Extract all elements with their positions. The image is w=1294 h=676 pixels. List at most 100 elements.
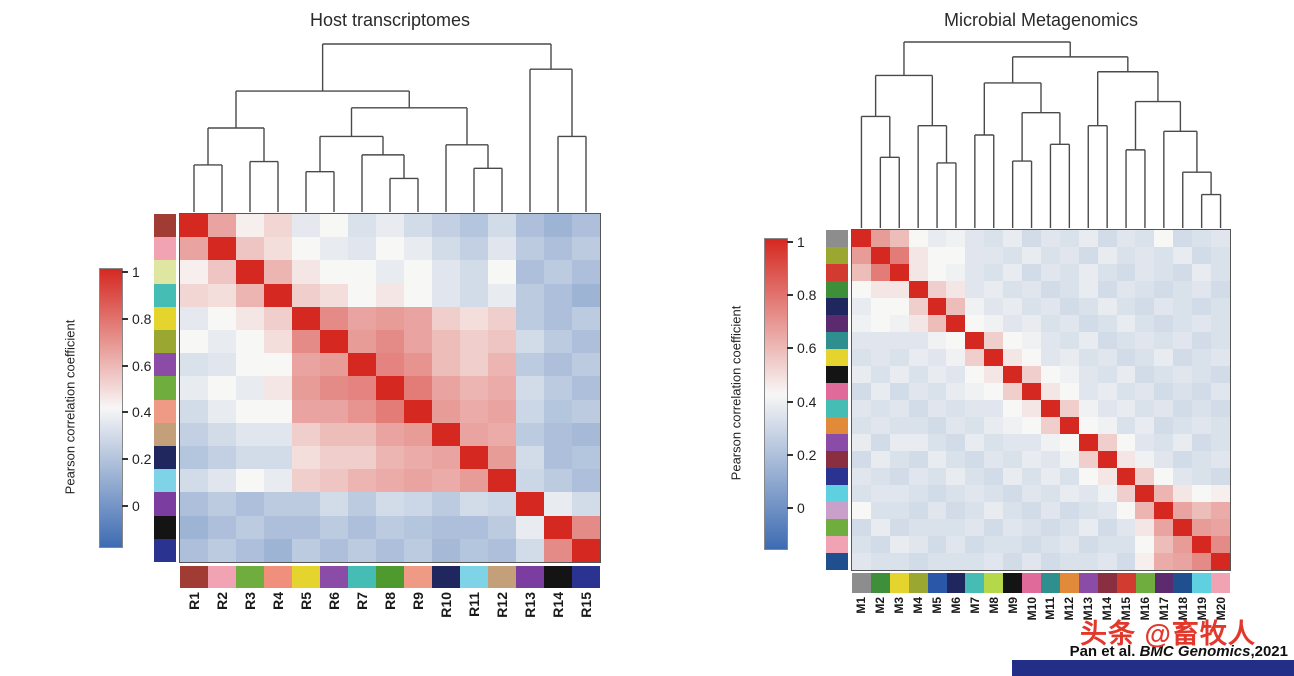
heatmap-cell [1022,349,1041,366]
heatmap-cell [1116,349,1136,366]
heatmap-cell [1040,519,1060,536]
annotation-color-cell [292,566,320,588]
heatmap-cell [1059,332,1079,349]
heatmap-cell [1078,383,1098,400]
heatmap-cell [432,353,460,377]
heatmap-cell [1116,400,1136,417]
heatmap-cell [946,536,966,553]
heatmap-cell [965,366,985,383]
heatmap-cell [460,422,488,446]
heatmap-cell [908,247,928,264]
heatmap-cell [1192,553,1212,570]
heatmap-cell [236,446,264,470]
column-label: R7 [354,592,370,610]
heatmap-cell [908,553,928,570]
heatmap-cell [208,330,236,354]
heatmap-cell [1097,468,1117,485]
heatmap-cell [927,366,947,383]
heatmap-cell [1040,366,1060,383]
heatmap-cell [1040,553,1060,570]
heatmap-cell [208,515,236,539]
heatmap-cell [889,553,909,570]
heatmap-cell [488,306,516,330]
annotation-color-cell [348,566,376,588]
heatmap-cell [1116,468,1136,485]
annotation-color-cell [154,306,176,331]
heatmap-cell [1116,536,1136,553]
heatmap-cell [460,469,488,493]
column-label: M4 [911,597,926,614]
heatmap-cell [1078,468,1098,485]
heatmap-cell [376,538,404,562]
heatmap-cell [1022,519,1041,536]
heatmap-cell [208,376,236,400]
annotation-color-cell [154,353,176,377]
heatmap-cell [1040,281,1060,298]
heatmap-cell [264,446,292,470]
heatmap-cell [1059,264,1079,281]
heatmap-cell [516,422,544,446]
heatmap-cell [292,492,320,516]
annotation-color-cell [826,247,848,264]
heatmap-cell [572,353,600,377]
heatmap-cell [460,353,488,377]
heatmap-cell [889,468,909,485]
column-label: M1 [854,597,869,614]
heatmap-cell [404,260,432,284]
heatmap-cell [852,553,871,570]
annotation-color-cell [1041,573,1060,593]
heatmap-cell [208,283,236,307]
citation-suffix: ,2021 [1250,643,1288,660]
heatmap-cell [1116,264,1136,281]
heatmap-cell [488,260,516,284]
heatmap-cell [889,434,909,451]
heatmap-cell [432,469,460,493]
heatmap-cell [1059,536,1079,553]
heatmap-cell [908,281,928,298]
heatmap-cell [927,519,947,536]
heatmap-cell [852,315,871,332]
annotation-color-cell [376,566,404,588]
heatmap-cell [376,422,404,446]
heatmap-cell [1040,468,1060,485]
column-label: R15 [578,592,594,618]
heatmap-cell [376,399,404,423]
heatmap-cell [572,306,600,330]
annotation-color-cell [154,446,176,470]
heatmap-cell [870,332,890,349]
left-colorbar [99,268,123,548]
heatmap-cell [348,330,376,354]
heatmap-cell [180,538,208,562]
heatmap-cell [984,247,1004,264]
heatmap-cell [1003,230,1023,247]
left-colorbar-ticks: 1 0.8 0.6 0.4 0.2 0 [122,264,168,546]
heatmap-cell [1135,400,1155,417]
heatmap-cell [1003,485,1023,502]
heatmap-cell [1211,434,1230,451]
column-label: M11 [1043,597,1058,620]
heatmap-cell [1022,230,1041,247]
heatmap-cell [404,469,432,493]
heatmap-cell [488,330,516,354]
heatmap-cell [1040,434,1060,451]
heatmap-cell [1192,366,1212,383]
annotation-color-cell [432,566,460,588]
heatmap-cell [292,237,320,261]
heatmap-cell [1059,247,1079,264]
heatmap-cell [460,399,488,423]
heatmap-cell [927,400,947,417]
column-label: R12 [494,592,510,618]
heatmap-cell [984,298,1004,315]
heatmap-cell [1097,519,1117,536]
heatmap-cell [889,366,909,383]
heatmap-cell [236,538,264,562]
heatmap-cell [376,214,404,238]
heatmap-cell [1078,553,1098,570]
heatmap-cell [264,469,292,493]
heatmap-cell [1003,298,1023,315]
annotation-color-cell [826,349,848,366]
heatmap-cell [1192,451,1212,468]
heatmap-cell [1192,485,1212,502]
heatmap-cell [180,515,208,539]
annotation-color-cell [154,283,176,307]
